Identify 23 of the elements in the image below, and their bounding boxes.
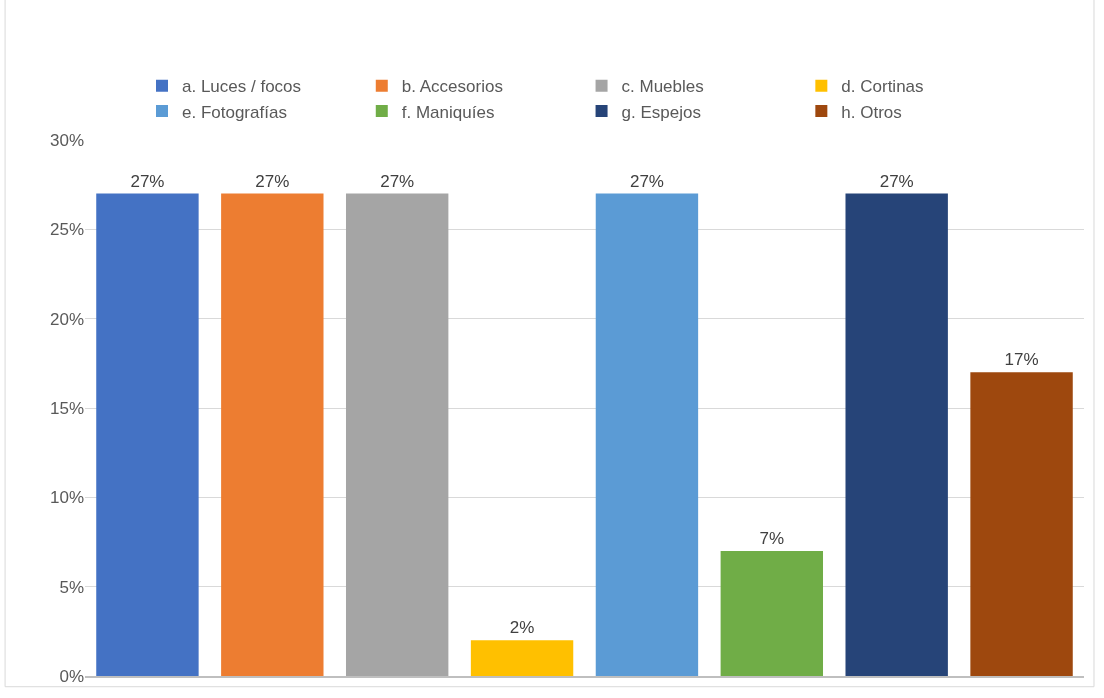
y-tick-label: 5%: [59, 577, 84, 597]
y-tick-label: 15%: [49, 398, 84, 418]
y-tick-label: 20%: [49, 309, 84, 329]
legend-label: e. Fotografías: [182, 102, 287, 122]
data-label: 27%: [380, 171, 415, 191]
y-tick-label: 0%: [59, 666, 84, 686]
legend-label: g. Espejos: [621, 102, 701, 122]
y-tick-label: 30%: [49, 130, 84, 150]
legend-label: b. Accesorios: [401, 77, 503, 97]
y-tick-label: 25%: [49, 220, 84, 240]
data-label: 2%: [509, 618, 535, 638]
legend-label: f. Maniquíes: [401, 102, 495, 122]
legend-label: d. Cortinas: [841, 77, 924, 97]
data-label: 27%: [130, 171, 165, 191]
y-tick-label: 10%: [49, 488, 84, 508]
data-label: 27%: [255, 171, 290, 191]
data-label: 17%: [1004, 350, 1039, 370]
data-label: 7%: [759, 528, 785, 548]
data-label: 27%: [879, 171, 914, 191]
legend-label: c. Muebles: [621, 77, 704, 97]
legend-label: a. Luces / focos: [182, 77, 302, 97]
data-label: 27%: [629, 171, 664, 191]
legend-label: h. Otros: [841, 102, 902, 122]
